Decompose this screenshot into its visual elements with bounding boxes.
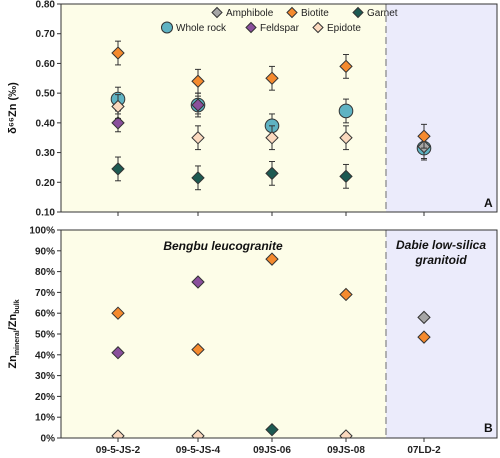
group-label-dabie-line1: Dabie low-silica — [396, 238, 486, 252]
panel-b-point-epidote — [339, 429, 353, 438]
panel-b-point-biotite — [111, 306, 125, 320]
panel-b-frame — [60, 229, 498, 439]
panel-b-y-tick-label: 60% — [35, 309, 55, 320]
legend-marker-epidote — [312, 21, 324, 34]
panel-a-y-tick-label: 0.80 — [36, 0, 56, 11]
x-axis-categories: 09-5-JS-2 09-5-JS-4 09JS-06 09JS-08 07LD-2 — [96, 445, 441, 456]
legend: Amphibole Biotite Garnet Whole rock Feldspar… — [160, 6, 398, 34]
panel-b-y-label-main-a: Zn — [7, 355, 19, 369]
panel-b-point-epidote — [191, 429, 205, 438]
panel-a-left-region — [61, 4, 386, 212]
panel-b-point-amphibole — [417, 310, 431, 325]
x-tick-label-09-5-js-4: 09-5-JS-4 — [176, 445, 221, 456]
panel-b-y-tick-label: 40% — [35, 350, 55, 361]
panel-a-point-feldspar — [111, 116, 125, 130]
panel-a-frame — [60, 3, 498, 213]
legend-item-feldspar: Feldspar — [245, 21, 300, 34]
panel-a-y-tick-label: 0.70 — [36, 29, 56, 40]
x-tick-label-07ld-2: 07LD-2 — [407, 445, 441, 456]
panel-b-marks — [111, 252, 431, 438]
panel-b-y-tick-label: 80% — [35, 267, 55, 278]
panel-a-y-tick-label: 0.30 — [36, 148, 56, 159]
panel-b-point-biotite — [417, 330, 431, 344]
panel-b-background — [61, 230, 497, 438]
panel-a-letter: A — [484, 196, 493, 210]
panel-b: 0% 10% 20% 30% 40% 50% 60% 70% 80% 90% 100% Bengbu… — [7, 226, 498, 456]
panel-b-y-tick-label: 70% — [35, 288, 55, 299]
group-label-bengbu: Bengbu leucogranite — [163, 239, 283, 253]
panel-a-y-tick-label: 0.60 — [36, 59, 56, 70]
panel-a-background — [61, 4, 497, 212]
panel-a-point-garnet — [191, 171, 205, 185]
panel-b-letter: B — [484, 421, 493, 435]
panel-a-y-label: δ⁶⁶Zn (‰) — [7, 82, 19, 134]
panel-a-point-epidote — [339, 131, 353, 145]
panel-a-y-tick-label: 0.20 — [36, 178, 56, 189]
panel-b-y-axis: 0% 10% 20% 30% 40% 50% 60% 70% 80% 90% 100% — [29, 226, 425, 445]
panel-b-point-biotite — [265, 252, 279, 266]
panel-a-point-epidote — [191, 131, 205, 145]
legend-label-epidote: Epidote — [327, 23, 361, 34]
panel-b-y-tick-label: 20% — [35, 392, 55, 403]
x-tick-label-09js-06: 09JS-06 — [253, 445, 291, 456]
legend-label-whole-rock: Whole rock — [176, 23, 227, 34]
panel-b-y-tick-label: 90% — [35, 246, 55, 257]
panel-b-y-label-sub-a: mineral — [14, 330, 21, 355]
x-tick-label-09-5-js-2: 09-5-JS-2 — [96, 445, 141, 456]
panel-a-point-biotite — [191, 74, 205, 88]
panel-a-point-biotite — [265, 71, 279, 85]
panel-a-point-epidote — [265, 131, 279, 145]
panel-b-point-garnet — [265, 422, 279, 437]
panel-a-point-garnet — [339, 169, 353, 184]
panel-a-point-garnet — [265, 166, 279, 181]
panel-b-right-region — [386, 230, 497, 438]
panel-b-y-tick-label: 100% — [29, 226, 55, 237]
panel-a-y-tick-label: 0.50 — [36, 89, 56, 100]
panel-a-y-tick-label: 0.10 — [36, 208, 56, 219]
panel-a-marks — [110, 40, 432, 191]
panel-a: 0.10 0.20 0.30 0.40 0.50 0.60 0.70 0.80 Amphibo… — [7, 0, 498, 219]
legend-label-amphibole: Amphibole — [226, 8, 274, 19]
legend-marker-feldspar — [245, 21, 257, 34]
panel-b-y-label: Znmineral/Znbulk — [7, 299, 21, 368]
panel-a-point-biotite — [339, 59, 353, 74]
panel-a-point-biotite — [111, 46, 125, 60]
panel-b-point-epidote — [111, 429, 125, 438]
panel-a-y-tick-label: 0.40 — [36, 118, 56, 129]
panel-b-y-label-sub-b: bulk — [14, 299, 21, 313]
legend-marker-garnet — [352, 6, 364, 19]
panel-b-point-biotite — [191, 342, 205, 357]
legend-item-whole-rock: Whole rock — [160, 21, 227, 34]
panel-b-point-biotite — [339, 287, 353, 302]
panel-b-y-tick-label: 10% — [35, 413, 55, 424]
panel-b-y-tick-label: 50% — [35, 330, 55, 341]
legend-item-epidote: Epidote — [312, 21, 361, 34]
panel-a-right-region — [386, 4, 497, 212]
legend-item-garnet: Garnet — [352, 6, 398, 19]
legend-marker-amphibole — [211, 6, 223, 19]
group-label-dabie-line2: granitoid — [414, 253, 467, 267]
panel-a-point-feldspar — [191, 98, 205, 112]
panel-b-y-tick-label: 0% — [41, 434, 56, 445]
panel-a-point-epidote — [111, 99, 125, 114]
legend-marker-biotite — [286, 6, 298, 19]
panel-a-point-biotite — [417, 129, 431, 143]
panel-b-left-region — [61, 230, 386, 438]
legend-label-garnet: Garnet — [367, 8, 398, 19]
panel-b-y-tick-label: 30% — [35, 371, 55, 382]
panel-b-point-feldspar — [191, 275, 205, 289]
legend-marker-whole-rock — [160, 21, 174, 34]
legend-label-feldspar: Feldspar — [260, 23, 300, 34]
legend-item-amphibole: Amphibole — [211, 6, 274, 19]
panel-a-point-garnet — [111, 162, 125, 176]
legend-label-biotite: Biotite — [301, 8, 329, 19]
panel-b-y-label-main-b: /Zn — [7, 313, 19, 330]
panel-b-point-feldspar — [111, 346, 125, 360]
legend-item-biotite: Biotite — [286, 6, 329, 19]
panel-a-point-whole-rock — [338, 103, 354, 119]
panel-a-y-axis: 0.10 0.20 0.30 0.40 0.50 0.60 0.70 0.80 — [36, 0, 425, 219]
x-tick-label-09js-08: 09JS-08 — [327, 445, 365, 456]
